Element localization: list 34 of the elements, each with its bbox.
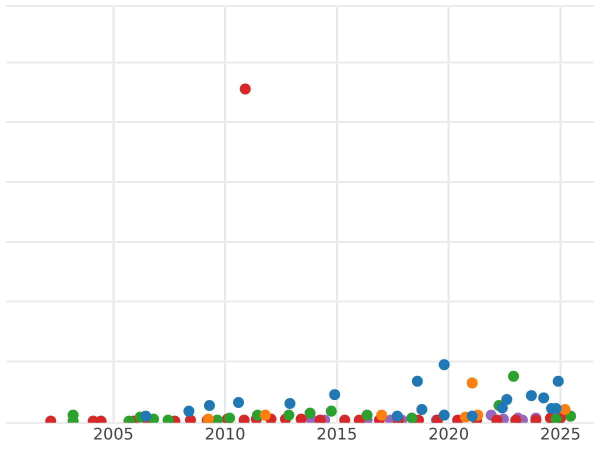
point <box>438 410 450 421</box>
point <box>296 414 307 423</box>
point <box>412 376 423 387</box>
point <box>233 397 244 408</box>
point <box>204 400 215 412</box>
point <box>552 376 564 387</box>
point <box>224 412 236 423</box>
point <box>183 406 194 417</box>
point <box>550 414 562 423</box>
point <box>329 389 340 400</box>
point <box>526 390 537 402</box>
x-tick-label: 2010 <box>204 424 246 444</box>
point <box>496 402 508 414</box>
point <box>283 410 294 421</box>
point <box>538 392 550 404</box>
x-tick-label: 2015 <box>316 424 358 444</box>
point <box>406 412 418 423</box>
point <box>416 404 428 416</box>
point <box>466 377 478 388</box>
point <box>501 394 512 406</box>
point <box>326 406 337 417</box>
point <box>559 404 570 416</box>
point <box>508 370 520 382</box>
x-tick-label: 2025 <box>540 424 581 444</box>
point <box>362 410 373 421</box>
point <box>392 410 403 422</box>
x-tick-label: 2020 <box>428 424 470 444</box>
point <box>376 410 388 421</box>
point <box>284 398 296 410</box>
point <box>260 410 271 421</box>
point <box>304 408 316 419</box>
point <box>438 359 450 370</box>
x-tick-label: 2005 <box>92 424 134 444</box>
point <box>466 410 478 422</box>
